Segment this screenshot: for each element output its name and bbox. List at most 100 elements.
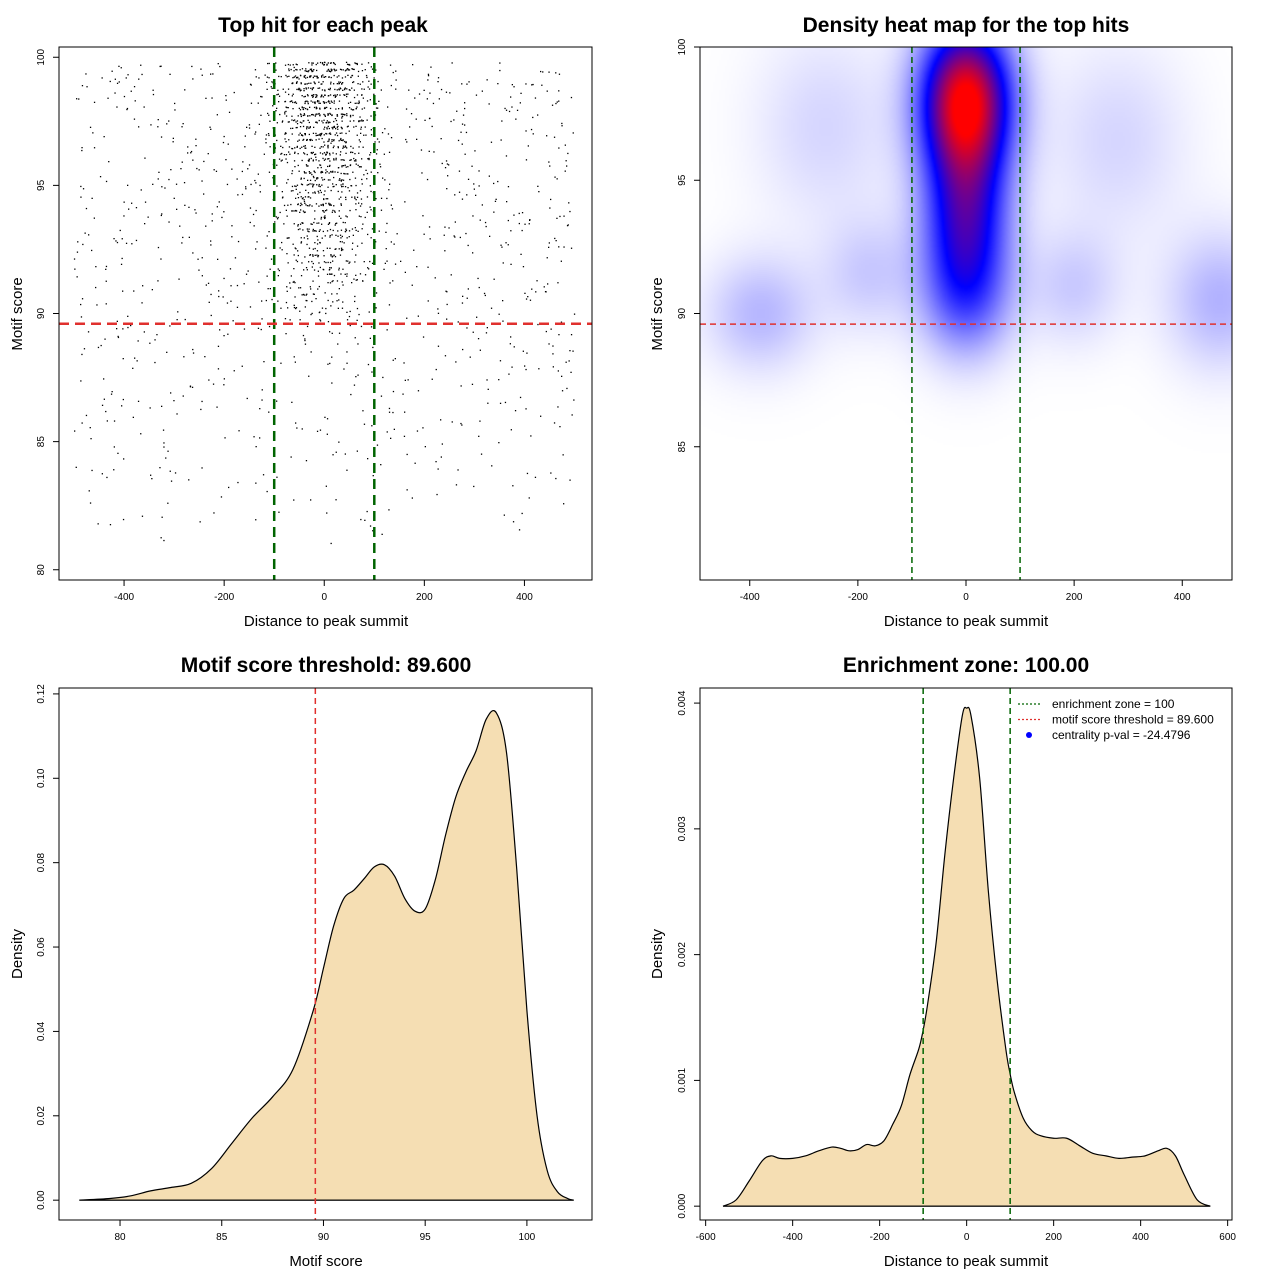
- scatter-point: [469, 356, 471, 358]
- scatter-point: [565, 160, 567, 162]
- scatter-point: [513, 86, 515, 88]
- scatter-point: [326, 230, 329, 232]
- scatter-point: [334, 96, 336, 98]
- scatter-point: [356, 196, 359, 198]
- scatter-point: [392, 359, 394, 361]
- scatter-point: [339, 68, 342, 70]
- scatter-point: [358, 120, 360, 123]
- scatter-point: [331, 114, 333, 117]
- scatter-point: [428, 226, 431, 228]
- scatter-point: [346, 469, 348, 471]
- scatter-point: [304, 172, 306, 174]
- scatter-point: [365, 134, 367, 136]
- scatter-point: [510, 429, 512, 431]
- scatter-point: [557, 282, 559, 284]
- scatter-point: [331, 332, 333, 334]
- scatter-point: [211, 220, 213, 222]
- scatter-point: [80, 196, 82, 198]
- scatter-point: [157, 119, 159, 121]
- scatter-point: [227, 333, 229, 335]
- scatter-point: [331, 139, 333, 141]
- scatter-point: [370, 237, 372, 239]
- scatter-point: [219, 329, 221, 331]
- scatter-point: [530, 435, 532, 437]
- scatter-point: [300, 209, 302, 211]
- scatter-point: [522, 266, 525, 268]
- scatter-point: [404, 201, 406, 203]
- scatter-point: [355, 159, 357, 161]
- scatter-point: [324, 144, 326, 146]
- scatter-point: [355, 229, 357, 231]
- scatter-point: [356, 192, 359, 194]
- scatter-point: [97, 346, 100, 349]
- scatter-point: [361, 178, 363, 181]
- scatter-point: [154, 339, 156, 341]
- scatter-point: [321, 307, 324, 309]
- scatter-point: [327, 179, 330, 181]
- scatter-point: [388, 189, 390, 191]
- scatter-point: [321, 89, 324, 91]
- scatter-point: [424, 119, 426, 121]
- scatter-xtick-label: -200: [214, 592, 234, 603]
- scatter-point: [519, 102, 521, 104]
- scatter-point: [306, 205, 309, 207]
- scatter-point: [327, 144, 329, 147]
- scatter-point: [212, 383, 215, 385]
- scatter-point: [284, 132, 287, 134]
- scatter-point: [342, 139, 344, 142]
- scatter-point: [318, 112, 320, 115]
- scatter-point: [319, 229, 321, 231]
- scatter-point: [270, 86, 272, 88]
- scatter-point: [341, 127, 343, 129]
- scatter-point: [275, 216, 277, 218]
- scatter-point: [321, 120, 323, 122]
- scatter-point: [330, 100, 332, 102]
- scatter-point: [416, 266, 418, 268]
- scatter-point: [271, 87, 273, 89]
- scatter-point: [342, 89, 344, 91]
- scatter-point: [363, 423, 366, 425]
- scatter-point: [301, 262, 303, 264]
- scatter-point: [426, 98, 428, 100]
- scatter-point: [320, 216, 323, 219]
- scatter-point: [306, 100, 308, 102]
- scatter-point: [311, 114, 313, 116]
- scatter-point: [195, 138, 197, 140]
- scatter-point: [80, 316, 83, 318]
- scatter-point: [253, 225, 255, 227]
- scatter-point: [142, 285, 144, 287]
- scatter-point: [341, 115, 344, 118]
- distance-density-ytick-label: 0.004: [677, 690, 688, 715]
- scatter-point: [386, 329, 388, 331]
- scatter-point: [366, 100, 369, 102]
- legend-pval-swatch: [1026, 732, 1032, 738]
- scatter-point: [392, 280, 394, 282]
- scatter-point: [263, 153, 265, 155]
- scatter-point: [285, 154, 288, 156]
- scatter-point: [255, 182, 257, 184]
- scatter-point: [351, 87, 353, 89]
- scatter-point: [518, 212, 520, 215]
- scatter-point: [277, 89, 279, 91]
- scatter-point: [162, 429, 165, 431]
- scatter-point: [310, 499, 312, 501]
- scatter-point: [570, 96, 573, 99]
- scatter-point: [366, 76, 368, 79]
- scatter-point: [317, 288, 319, 290]
- scatter-point: [116, 82, 119, 84]
- scatter-point: [473, 485, 475, 488]
- scatter-point: [334, 88, 336, 91]
- scatter-point: [177, 311, 179, 313]
- scatter-point: [480, 453, 483, 455]
- scatter-point: [471, 165, 473, 167]
- scatter-point: [233, 91, 235, 94]
- scatter-point: [368, 157, 370, 160]
- scatter-point: [276, 164, 278, 166]
- scatter-point: [315, 75, 317, 77]
- scatter-point: [380, 464, 382, 466]
- scatter-point: [311, 94, 313, 96]
- scatter-point: [93, 101, 96, 103]
- scatter-point: [343, 88, 346, 91]
- scatter-point: [437, 312, 440, 314]
